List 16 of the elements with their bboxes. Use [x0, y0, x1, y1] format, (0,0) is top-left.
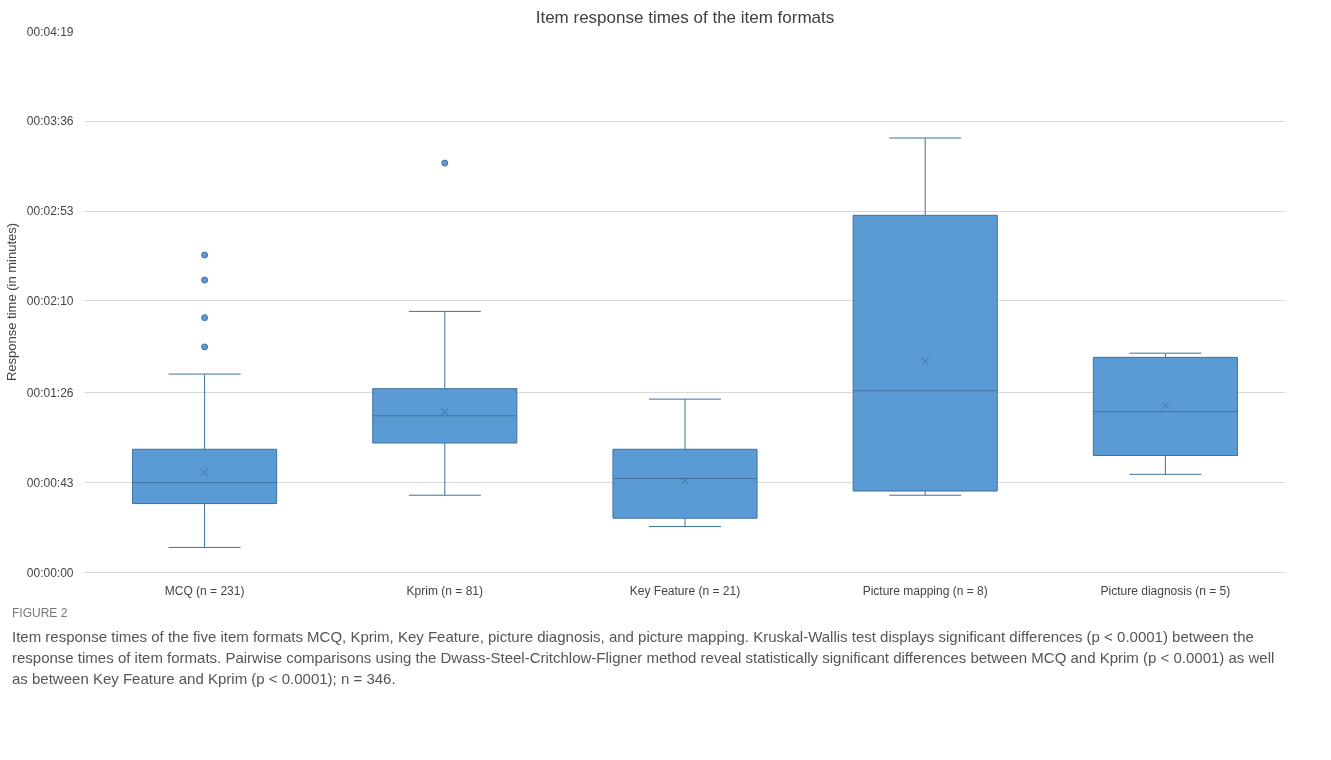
y-tick-label: 00:02:53 — [26, 204, 74, 219]
y-tick-label: 00:00:43 — [26, 475, 74, 490]
x-tick-label: Picture diagnosis (n = 5) — [1100, 583, 1231, 598]
chart-title: Item response times of the item formats — [535, 7, 835, 27]
text: Item response times of the five item formats MCQ, Kprim, Key Feature, picture diagnosis, and picture mapping. Kruskal-Wallis test displays significant differences (p < 0.0001) between the response times of item formats. Pairwise comparisons using the Dwass-Steel-Critchlow-Fligner method reveal statistically significant differences between MCQ and Kprim (p < 0.0001) as well as between Key Feature and Kprim (p < 0.0001); n = 346. — [12, 627, 1276, 690]
y-tick-label: 00:01:26 — [26, 385, 74, 400]
x-tick-label: Picture mapping (n = 8) — [862, 583, 988, 598]
y-tick-label: 00:03:36 — [26, 114, 74, 129]
x-tick-label: MCQ (n = 231) — [164, 583, 245, 598]
caption: FIGURE 2 — [12, 605, 69, 622]
x-tick-label: Kprim (n = 81) — [406, 583, 483, 598]
y-tick-label: 00:00:00 — [26, 565, 74, 580]
y-tick-label: 00:02:10 — [26, 293, 74, 308]
y-tick-label: 00:04:19 — [26, 24, 74, 39]
y-axis-title: Response time (in minutes) — [3, 222, 19, 382]
x-tick-label: Key Feature (n = 21) — [629, 583, 741, 598]
